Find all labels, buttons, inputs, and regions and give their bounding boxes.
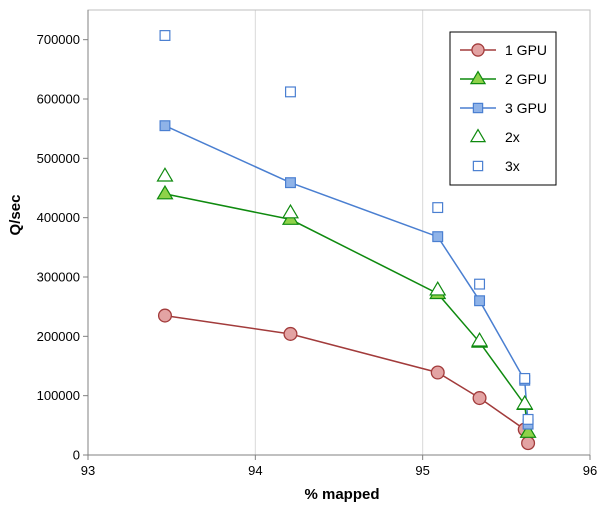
data-point	[283, 326, 298, 341]
data-point	[519, 423, 537, 438]
legend-label: 2x	[505, 129, 520, 145]
series-1-gpu	[157, 308, 536, 451]
series-layer	[156, 30, 537, 451]
series-line	[164, 125, 529, 425]
series-3x	[159, 30, 534, 425]
data-point	[284, 86, 296, 98]
y-axis-title: Q/sec	[7, 195, 24, 236]
legend-marker	[471, 43, 485, 57]
legend-item: 3 GPU	[460, 100, 547, 116]
y-tick-label: 700000	[37, 32, 80, 47]
series-2x	[156, 167, 534, 410]
y-tick-label: 500000	[37, 151, 80, 166]
data-point	[156, 184, 174, 200]
data-point	[429, 280, 447, 296]
data-point	[522, 413, 534, 425]
legend-label: 3 GPU	[505, 100, 547, 116]
y-tick-label: 100000	[37, 388, 80, 403]
legend-marker	[472, 102, 484, 114]
x-tick-label: 94	[248, 463, 262, 478]
x-tick-label: 96	[583, 463, 597, 478]
x-tick-label: 93	[81, 463, 95, 478]
x-axis-title: % mapped	[304, 486, 379, 503]
data-point	[471, 332, 489, 347]
y-tick-label: 0	[73, 448, 80, 463]
legend-item: 2 GPU	[460, 70, 547, 87]
y-tick-label: 600000	[37, 92, 80, 107]
data-point	[474, 278, 486, 290]
legend-marker	[469, 70, 487, 85]
y-tick-label: 300000	[37, 270, 80, 285]
grid-layer	[254, 10, 424, 455]
data-point	[516, 394, 534, 410]
data-point	[159, 120, 171, 132]
axes-layer: 93 94 95 96 0 100000 200000 300000 400000 500000 6…	[37, 9, 597, 478]
legend-item: 2x	[469, 128, 520, 145]
x-tick-label: 95	[415, 463, 429, 478]
legend-label: 2 GPU	[505, 71, 547, 87]
data-point	[521, 436, 536, 451]
data-point	[432, 231, 444, 243]
y-tick-label: 200000	[37, 329, 80, 344]
y-tick-label: 400000	[37, 210, 80, 225]
data-point	[284, 177, 296, 189]
legend-item: 3x	[472, 158, 520, 174]
data-point	[157, 308, 172, 323]
data-point	[432, 202, 444, 214]
legend: 1 GPU 2 GPU 3 GPU 2x 3x	[449, 31, 557, 186]
data-point	[519, 372, 531, 384]
data-point	[472, 391, 487, 406]
legend-label: 1 GPU	[505, 42, 547, 58]
data-point	[430, 365, 445, 380]
legend-item: 1 GPU	[460, 42, 547, 58]
data-point	[281, 203, 300, 219]
legend-marker	[469, 128, 487, 143]
data-point	[159, 30, 171, 41]
data-point	[474, 295, 486, 307]
data-point	[156, 167, 174, 182]
legend-marker	[472, 160, 484, 172]
legend-label: 3x	[505, 158, 520, 174]
